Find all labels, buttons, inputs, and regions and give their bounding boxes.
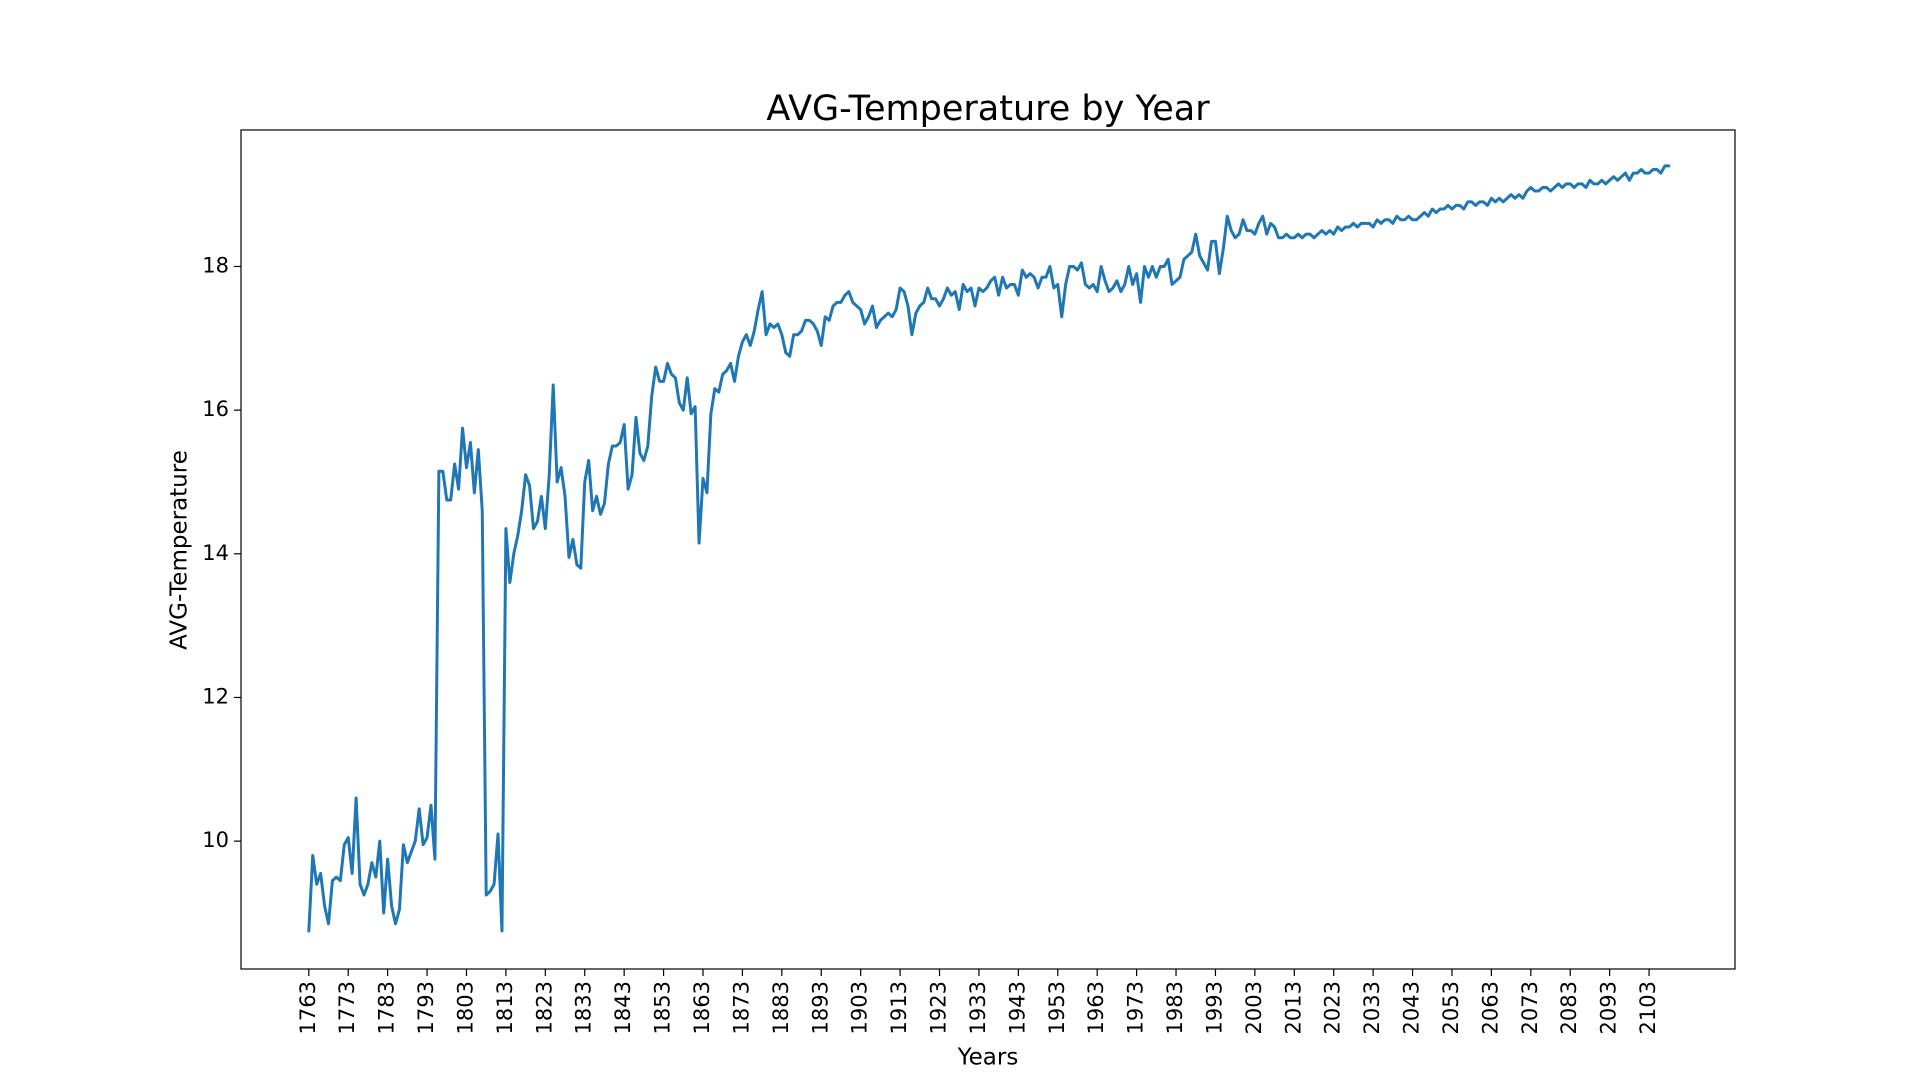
x-tick-label: 1843 — [611, 981, 635, 1034]
x-tick-label: 1933 — [966, 981, 990, 1034]
chart-title: AVG-Temperature by Year — [766, 89, 1210, 129]
x-tick-label: 1973 — [1124, 981, 1148, 1034]
x-tick-label: 2093 — [1597, 981, 1621, 1034]
y-axis-label: AVG-Temperature — [167, 450, 193, 650]
x-tick-label: 1913 — [887, 981, 911, 1034]
x-tick-label: 1863 — [690, 981, 714, 1034]
x-axis-label: Years — [957, 1045, 1019, 1071]
x-tick-label: 2103 — [1636, 981, 1660, 1034]
x-tick-label: 2053 — [1439, 981, 1463, 1034]
x-tick-label: 1853 — [651, 981, 675, 1034]
y-tick-label: 12 — [202, 684, 229, 708]
x-tick-label: 2083 — [1557, 981, 1581, 1034]
x-tick-label: 1773 — [335, 981, 359, 1034]
y-tick-label: 10 — [202, 828, 229, 852]
line-series — [307, 164, 1671, 933]
x-tick-label: 1803 — [453, 981, 477, 1034]
x-tick-label: 1883 — [769, 981, 793, 1034]
y-tick-label: 16 — [202, 397, 229, 421]
x-tick-label: 1953 — [1045, 981, 1069, 1034]
x-tick-label: 1903 — [848, 981, 872, 1034]
x-tick-label: 1763 — [296, 981, 320, 1034]
x-tick-label: 1873 — [729, 981, 753, 1034]
x-tick-label: 1923 — [927, 981, 951, 1034]
x-tick-label: 2063 — [1478, 981, 1502, 1034]
x-tick-label: 2003 — [1242, 981, 1266, 1034]
x-tick-label: 2013 — [1281, 981, 1305, 1034]
plot-frame — [240, 129, 1736, 970]
x-tick-label: 1943 — [1005, 981, 1029, 1034]
y-tick-label: 18 — [202, 253, 229, 277]
plot-layer: 10 12 14 16 18 1763 1773 1783 1793 1803 1813 1823 18… — [202, 164, 1671, 1034]
x-tick-label: 1833 — [572, 981, 596, 1034]
x-tick-label: 1963 — [1084, 981, 1108, 1034]
x-tick-label: 1993 — [1202, 981, 1226, 1034]
x-tick-label: 1983 — [1163, 981, 1187, 1034]
x-tick-label: 2023 — [1321, 981, 1345, 1034]
x-tick-label: 2043 — [1400, 981, 1424, 1034]
x-tick-label: 1813 — [493, 981, 517, 1034]
x-tick-label: 1823 — [532, 981, 556, 1034]
x-tick-label: 1793 — [414, 981, 438, 1034]
x-tick-label: 2073 — [1518, 981, 1542, 1034]
x-tick-label: 1893 — [808, 981, 832, 1034]
x-tick-label: 2033 — [1360, 981, 1384, 1034]
y-tick-label: 14 — [202, 541, 229, 565]
x-tick-label: 1783 — [375, 981, 399, 1034]
